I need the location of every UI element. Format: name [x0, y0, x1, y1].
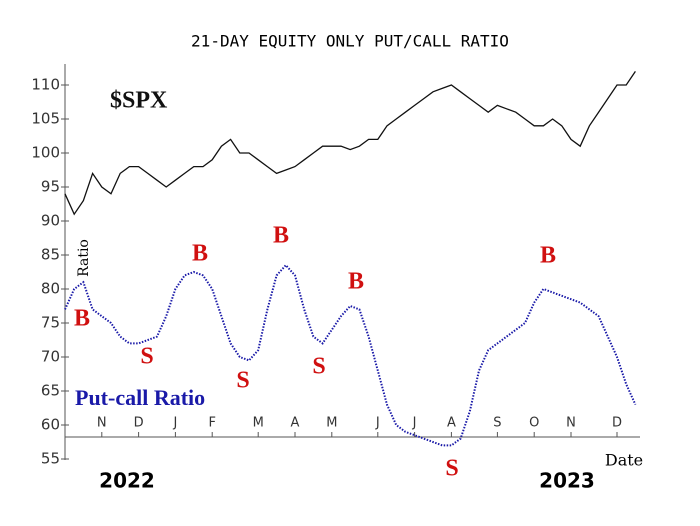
annotation: S — [445, 456, 458, 482]
annotation: B — [273, 223, 289, 249]
y-tick-label: 85 — [41, 246, 60, 264]
x-tick-label: D — [134, 416, 144, 431]
annotation: S — [140, 344, 153, 370]
annotation: S — [312, 354, 325, 380]
chart-title: 21-DAY EQUITY ONLY PUT/CALL RATIO — [191, 32, 509, 51]
annotation: S — [236, 368, 249, 394]
x-tick-label: J — [172, 416, 177, 431]
x-tick-label: A — [447, 416, 456, 431]
y-tick-label: 55 — [41, 450, 60, 468]
y-tick-label: 105 — [31, 110, 60, 128]
x-tick-label: N — [97, 416, 107, 431]
x-tick-label: O — [529, 416, 539, 431]
annotation: B — [192, 241, 208, 267]
y-tick-label: 65 — [41, 382, 60, 400]
series-label: $SPX — [110, 88, 168, 114]
year-label: 2023 — [539, 469, 595, 493]
y-tick-label: 95 — [41, 178, 60, 196]
y-tick-label: 90 — [41, 212, 60, 230]
x-axis-label: Date — [605, 451, 643, 470]
y-tick-label: 60 — [41, 416, 60, 434]
annotation: B — [540, 243, 556, 269]
y-tick-label: 70 — [41, 348, 60, 366]
x-tick-label: J — [412, 416, 417, 431]
year-label: 2022 — [99, 469, 155, 493]
series-label: Put-call Ratio — [75, 385, 205, 410]
x-tick-label: F — [208, 416, 215, 431]
y-tick-label: 80 — [41, 280, 60, 298]
y-tick-label: 100 — [31, 144, 60, 162]
series-line — [64, 71, 636, 216]
x-tick-label: D — [612, 416, 622, 431]
x-tick-label: J — [375, 416, 380, 431]
x-tick-label: N — [566, 416, 576, 431]
annotation: B — [348, 269, 364, 295]
x-tick-label: M — [253, 416, 264, 431]
x-tick-label: S — [493, 416, 501, 431]
y-tick-label: 75 — [41, 314, 60, 332]
annotation: B — [74, 306, 90, 332]
x-tick-label: M — [326, 416, 337, 431]
x-tick-label: A — [291, 416, 300, 431]
y-tick-label: 110 — [31, 76, 60, 94]
y-axis-label: Ratio — [76, 239, 92, 277]
